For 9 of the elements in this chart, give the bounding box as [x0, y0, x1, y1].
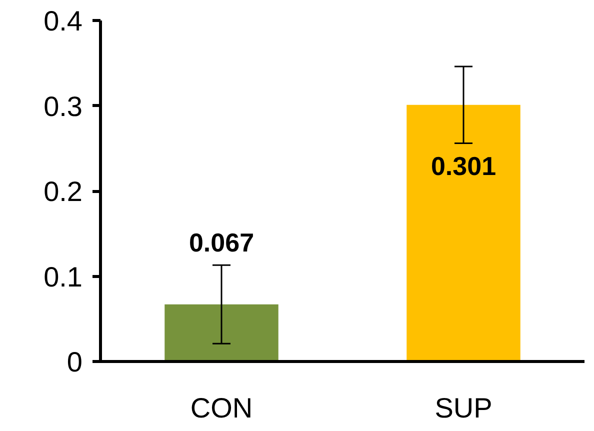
y-tick-label: 0.2	[44, 176, 83, 207]
data-label: 0.067	[188, 228, 254, 258]
y-tick-label: 0	[66, 346, 83, 378]
y-tick-label: 0.4	[44, 6, 83, 36]
x-tick-label: CON	[190, 392, 253, 424]
data-label: 0.301	[430, 150, 496, 181]
x-tick-label: SUP	[434, 392, 492, 424]
y-tick-label: 0.3	[44, 90, 83, 122]
y-tick-label: 0.1	[44, 261, 83, 292]
